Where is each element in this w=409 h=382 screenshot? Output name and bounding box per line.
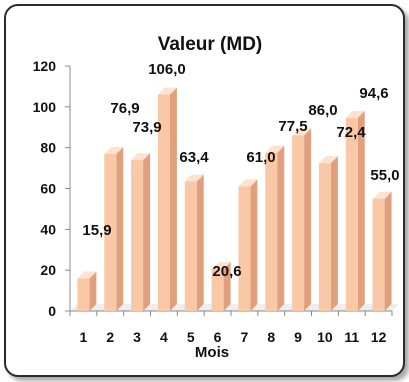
x-tick-label: 1 [80,329,88,345]
bar-top [265,145,285,153]
data-label: 63,4 [179,149,209,166]
labels: 1 2 3 4 5 6 7 8 9 10 11 1215,976,973,9106,063,420,6… [80,61,400,345]
bar-top [184,174,204,182]
bar [157,94,170,311]
bar-top [318,156,338,164]
bar-side [143,153,151,311]
data-label: 94,6 [359,85,388,102]
x-tick-label: 8 [267,329,275,345]
bar-side [330,156,338,311]
bar [211,268,224,311]
y-tick-label: 60 [40,181,56,197]
bar [184,181,197,311]
chart-floor [70,304,399,311]
bar-side [250,179,258,311]
bar-top [292,128,312,136]
bar-top [104,146,124,154]
bar-side [169,87,177,311]
x-tick-label: 11 [344,329,359,345]
x-axis-label: Mois [195,344,229,361]
axes: 0 20 40 60 80 100 120 [33,58,399,319]
chart-title: Valeur (MD) [158,34,263,55]
bar-side [196,174,204,311]
x-tick-label: 4 [160,329,168,345]
bar [318,163,331,311]
bar [292,135,305,311]
x-tick-label: 3 [133,329,141,345]
bar-side [384,191,392,311]
bar [265,152,278,311]
data-label: 77,5 [278,118,307,135]
bar-top [238,179,258,187]
y-tick-label: 20 [40,262,56,278]
data-label: 73,9 [132,119,161,136]
data-label: 55,0 [370,167,399,184]
x-tick-label: 7 [241,329,249,345]
y-tick-label: 120 [33,58,57,74]
bar-top [345,110,365,118]
x-tick-label: 6 [214,329,222,345]
bar [77,278,90,311]
x-tick-label: 10 [317,329,333,345]
bar-side [304,128,312,311]
data-label: 15,9 [82,222,111,239]
data-label: 20,6 [212,263,241,280]
data-label: 106,0 [148,61,186,78]
x-tick-label: 5 [187,329,195,345]
x-tick-label: 2 [106,329,114,345]
bar-side [223,261,231,311]
bar-top [157,87,177,95]
bar-side [116,146,124,311]
y-tick-label: 100 [33,99,57,115]
data-label: 61,0 [246,149,275,166]
x-tick-label: 9 [294,329,302,345]
bar-top [372,191,392,199]
bar [238,186,251,311]
bar-top [131,153,151,161]
bar-side [89,271,97,311]
bar-side [277,145,285,311]
y-tick-label: 0 [48,303,56,319]
bars [77,87,392,311]
data-label: 86,0 [308,102,337,119]
bar-top [77,271,97,279]
data-label: 76,9 [110,100,139,117]
bar [104,153,117,311]
y-tick-label: 80 [40,140,56,156]
bar [345,117,358,311]
bar [372,198,385,311]
bar-side [357,110,365,311]
data-label: 72,4 [336,124,366,141]
bar-top [211,261,231,269]
y-tick-label: 40 [40,221,56,237]
bar [131,160,144,311]
x-tick-label: 12 [371,329,387,345]
